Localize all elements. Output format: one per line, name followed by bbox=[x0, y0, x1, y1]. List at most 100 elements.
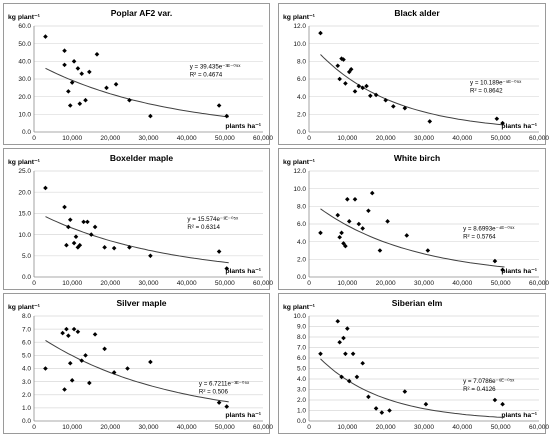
data-point bbox=[318, 30, 323, 36]
x-tick-label: 10,000 bbox=[62, 424, 82, 431]
data-point bbox=[500, 120, 505, 126]
data-point bbox=[71, 326, 77, 332]
data-point bbox=[67, 217, 73, 223]
trendline bbox=[320, 54, 505, 126]
trend-equation: y = 15.574e⁻³ᴱ⁻⁰⁵ˣ bbox=[187, 216, 239, 223]
x-tick-label: 0 bbox=[32, 135, 36, 142]
data-point bbox=[404, 233, 410, 238]
x-tick-label: 50,000 bbox=[491, 280, 511, 287]
data-point bbox=[216, 103, 222, 108]
y-tick-label: 6.0 bbox=[22, 339, 31, 346]
x-tick-label: 60,000 bbox=[253, 424, 273, 431]
chart-panel-white-birch: White birch kg plant⁻¹ 0.0 2.0 4.0 6.0 8.0 10.0… bbox=[278, 148, 549, 290]
data-point bbox=[354, 374, 360, 380]
chart-title: Siberian elm bbox=[392, 298, 443, 308]
data-point bbox=[62, 387, 67, 392]
data-point bbox=[83, 353, 88, 358]
trendline bbox=[320, 208, 505, 268]
data-point bbox=[341, 57, 346, 62]
trend-equation: y = 39.435e⁻³ᴱ⁻⁰⁵ˣ bbox=[190, 63, 242, 70]
y-tick-label: 1.0 bbox=[297, 408, 306, 415]
x-tick-label: 40,000 bbox=[177, 280, 197, 287]
data-point bbox=[66, 224, 71, 230]
data-point bbox=[75, 245, 81, 250]
y-tick-label: 8.0 bbox=[297, 59, 306, 66]
y-tick-label: 4.0 bbox=[297, 376, 306, 383]
y-tick-label: 5.0 bbox=[22, 353, 31, 360]
y-tick-label: 8.0 bbox=[22, 313, 31, 320]
data-point bbox=[94, 51, 100, 57]
trend-equation: y = 6.7211e⁻³ᴱ⁻⁰⁵ˣ bbox=[199, 380, 250, 387]
x-tick-label: 60,000 bbox=[529, 280, 549, 287]
trendline bbox=[45, 216, 229, 264]
y-tick-label: 8.0 bbox=[297, 334, 306, 341]
data-point bbox=[64, 242, 69, 248]
data-point bbox=[111, 245, 117, 251]
chart-svg: Black alder kg plant⁻¹ 0.0 2.0 4.0 6.0 8.0 10.0… bbox=[283, 8, 549, 142]
data-point bbox=[77, 101, 83, 107]
data-point bbox=[87, 380, 92, 386]
data-point bbox=[352, 196, 358, 202]
x-tick-label: 40,000 bbox=[452, 135, 472, 142]
y-tick-label: 30.0 bbox=[18, 76, 31, 83]
x-tick-label: 40,000 bbox=[177, 135, 197, 142]
data-point bbox=[102, 346, 107, 352]
data-point bbox=[216, 249, 222, 254]
data-point bbox=[148, 359, 153, 365]
x-tick-label: 60,000 bbox=[253, 280, 273, 287]
data-point bbox=[79, 71, 85, 76]
data-point bbox=[346, 378, 352, 384]
x-tick-label: 30,000 bbox=[414, 424, 434, 431]
x-tick-label: 0 bbox=[307, 424, 311, 431]
data-point bbox=[366, 208, 371, 214]
y-tick-label: 60.0 bbox=[18, 23, 31, 30]
data-point bbox=[339, 230, 344, 236]
data-point bbox=[60, 330, 65, 336]
data-point bbox=[366, 394, 371, 400]
y-tick-label: 2.0 bbox=[22, 392, 31, 399]
r-squared-label: R² = 0.506 bbox=[199, 388, 229, 395]
data-point bbox=[500, 401, 505, 407]
data-point bbox=[345, 326, 350, 331]
y-tick-label: 7.0 bbox=[22, 326, 31, 333]
data-point bbox=[373, 406, 379, 411]
chart-svg: White birch kg plant⁻¹ 0.0 2.0 4.0 6.0 8.0 10.0… bbox=[283, 153, 549, 287]
y-tick-label: 20.0 bbox=[18, 94, 31, 101]
chart-panel-siberian-elm: Siberian elm kg plant⁻¹ 0.0 1.0 2.0 3.0 4.0 5.0… bbox=[278, 293, 549, 434]
y-tick-label: 1.0 bbox=[22, 405, 31, 412]
data-point bbox=[75, 66, 81, 71]
data-point bbox=[66, 333, 71, 338]
x-tick-label: 50,000 bbox=[215, 424, 235, 431]
data-point bbox=[66, 89, 71, 94]
data-point bbox=[62, 204, 67, 210]
data-point bbox=[343, 351, 348, 357]
chart-svg: Silver maple kg plant⁻¹ 0.0 1.0 2.0 3.0 4.0 5.0… bbox=[8, 298, 273, 431]
data-point bbox=[88, 232, 94, 237]
y-tick-label: 4.0 bbox=[297, 239, 306, 246]
x-axis-label: plants ha⁻¹ bbox=[225, 412, 261, 419]
y-tick-label: 0.0 bbox=[22, 274, 31, 281]
data-point bbox=[75, 329, 81, 335]
x-tick-label: 40,000 bbox=[452, 424, 472, 431]
x-tick-label: 30,000 bbox=[139, 135, 159, 142]
trendline bbox=[45, 339, 229, 403]
r-squared-label: R² = 0.4674 bbox=[190, 71, 223, 78]
chart-panel-boxelder-maple: Boxelder maple kg plant⁻¹ 0.0 5.0 10.0 15.0 20… bbox=[3, 148, 273, 290]
y-tick-label: 12.0 bbox=[293, 168, 306, 175]
y-tick-label: 2.0 bbox=[297, 397, 306, 404]
data-point bbox=[125, 366, 130, 371]
y-tick-label: 0.0 bbox=[297, 274, 306, 281]
data-point bbox=[346, 219, 352, 224]
x-tick-label: 20,000 bbox=[376, 280, 396, 287]
data-point bbox=[43, 185, 48, 191]
x-tick-label: 10,000 bbox=[62, 280, 82, 287]
data-point bbox=[360, 226, 365, 231]
data-point bbox=[67, 103, 73, 108]
chart-title: White birch bbox=[394, 153, 440, 163]
y-tick-label: 10.0 bbox=[293, 313, 306, 320]
data-point bbox=[377, 248, 383, 253]
data-point bbox=[224, 113, 230, 119]
r-squared-label: R² = 0.5764 bbox=[463, 233, 496, 240]
data-point bbox=[43, 34, 48, 39]
data-point bbox=[337, 339, 342, 345]
